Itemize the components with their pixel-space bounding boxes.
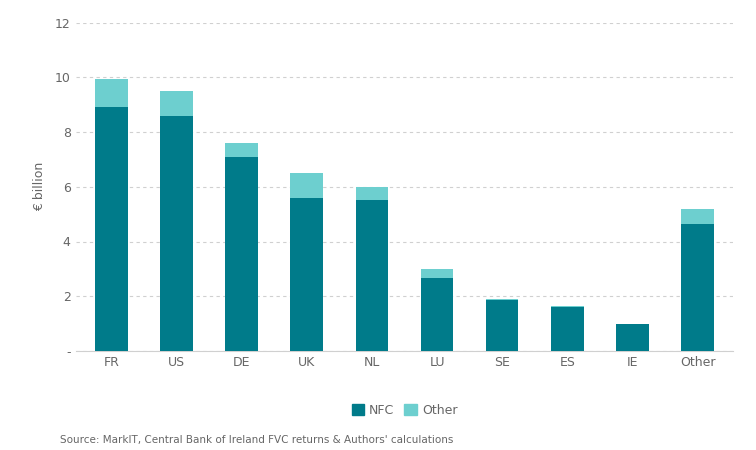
Bar (486, 299, 519, 300)
Bar (290, 173, 323, 198)
Bar (421, 269, 454, 279)
Text: Source: MarkIT, Central Bank of Ireland FVC returns & Authors' calculations: Source: MarkIT, Central Bank of Ireland … (60, 436, 454, 446)
Bar (486, 300, 519, 351)
Bar (681, 209, 714, 224)
Bar (681, 224, 714, 351)
Y-axis label: € billion: € billion (33, 162, 47, 212)
Bar (355, 187, 388, 200)
Bar (616, 324, 649, 351)
Bar (355, 200, 388, 351)
Bar (421, 279, 454, 351)
Bar (95, 79, 128, 108)
Bar (160, 91, 193, 116)
Bar (551, 306, 584, 307)
Legend: NFC, Other: NFC, Other (348, 400, 461, 420)
Bar (551, 307, 584, 351)
Bar (95, 108, 128, 351)
Bar (160, 116, 193, 351)
Bar (225, 157, 258, 351)
Bar (290, 198, 323, 351)
Bar (225, 143, 258, 157)
